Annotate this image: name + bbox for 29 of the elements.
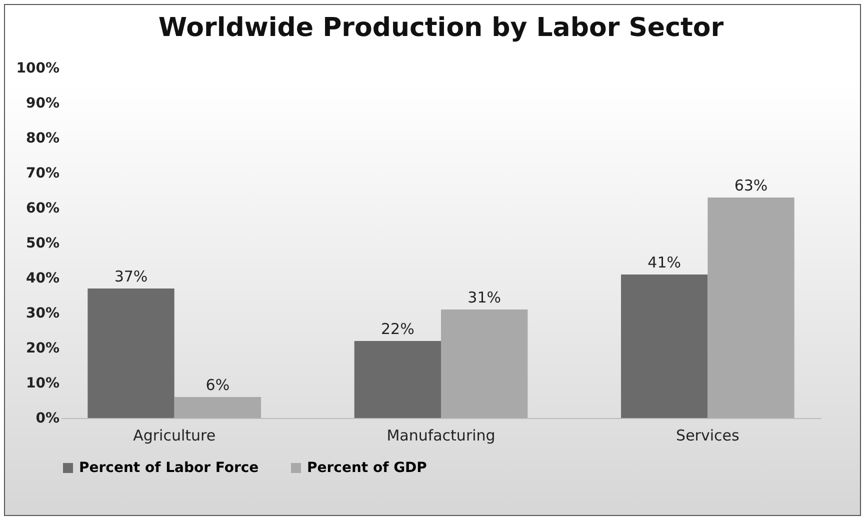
data-label: 41% <box>648 254 682 272</box>
y-tick-label: 80% <box>26 130 60 146</box>
bar <box>441 310 528 418</box>
data-label: 22% <box>380 320 414 338</box>
y-tick-label: 70% <box>26 166 60 182</box>
legend-label: Percent of GDP <box>307 460 427 476</box>
y-tick-label: 60% <box>26 200 60 216</box>
y-tick-label: 10% <box>26 376 60 392</box>
bar <box>88 288 174 418</box>
data-label: 63% <box>734 176 768 194</box>
y-tick-label: 0% <box>36 410 60 426</box>
bar <box>354 341 441 418</box>
x-tick-label: Services <box>676 426 740 444</box>
y-tick-label: 100% <box>16 60 60 76</box>
bar <box>708 198 794 418</box>
chart-title: Worldwide Production by Labor Sector <box>158 13 724 43</box>
y-tick-label: 40% <box>26 270 60 286</box>
y-tick-label: 20% <box>26 340 60 356</box>
legend-label: Percent of Labor Force <box>79 460 259 476</box>
y-tick-label: 90% <box>26 96 60 112</box>
y-tick-label: 30% <box>26 306 60 322</box>
data-label: 37% <box>114 268 148 286</box>
bar <box>174 397 261 418</box>
bar <box>621 274 708 418</box>
data-label: 31% <box>468 288 502 306</box>
y-tick-label: 50% <box>26 236 60 252</box>
x-tick-label: Manufacturing <box>386 426 496 444</box>
data-label: 6% <box>206 376 230 394</box>
x-tick-label: Agriculture <box>133 426 216 444</box>
